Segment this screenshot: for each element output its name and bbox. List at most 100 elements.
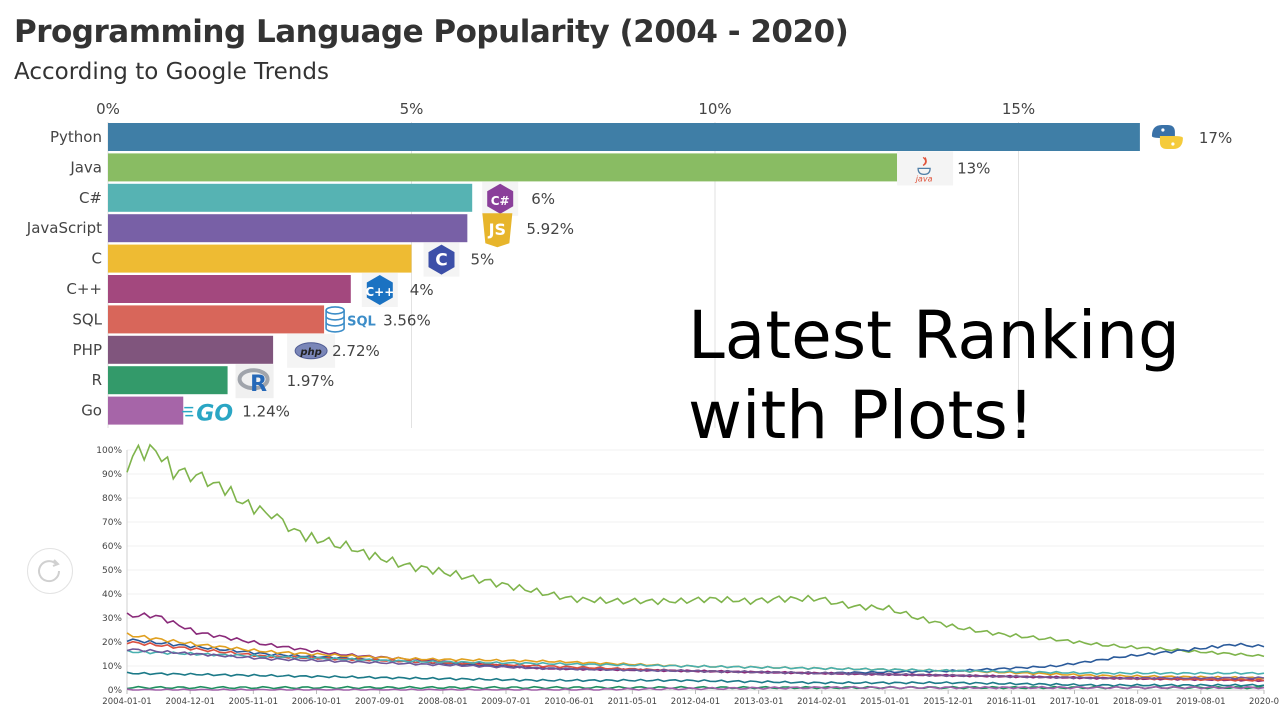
bar-row-c: C# C# 6% bbox=[79, 181, 555, 216]
category-label: SQL bbox=[72, 310, 102, 328]
c-logo-icon: C bbox=[423, 242, 460, 277]
category-label: PHP bbox=[73, 341, 102, 359]
x-tick-label: 2006-10-01 bbox=[292, 697, 341, 707]
x-tick-label: 2020-0 bbox=[1249, 697, 1279, 707]
replay-button[interactable] bbox=[27, 548, 73, 594]
cpp-logo-icon: C++ bbox=[361, 273, 398, 307]
x-tick-label: 2016-11-01 bbox=[987, 697, 1036, 707]
x-tick-label: 2017-10-01 bbox=[1050, 697, 1099, 707]
y-tick-label: 60% bbox=[102, 542, 122, 552]
x-tick-label: 0% bbox=[96, 100, 120, 118]
category-label: Python bbox=[50, 128, 102, 146]
bar-row-python: Python 17% bbox=[50, 123, 1232, 151]
r-text: R bbox=[250, 372, 267, 397]
bar bbox=[108, 275, 351, 303]
bar bbox=[108, 396, 184, 425]
y-tick-label: 100% bbox=[96, 446, 122, 456]
bar bbox=[108, 244, 412, 273]
x-tick-label: 2011-05-01 bbox=[608, 697, 657, 707]
sql-logo-icon: SQL bbox=[325, 306, 376, 333]
x-tick-label: 2009-07-01 bbox=[481, 697, 530, 707]
x-tick-label: 5% bbox=[400, 100, 424, 118]
series-line-6 bbox=[126, 648, 1265, 680]
y-tick-label: 80% bbox=[102, 494, 122, 504]
value-label: 1.97% bbox=[287, 372, 335, 390]
x-tick-label: 2015-01-01 bbox=[860, 697, 909, 707]
js-text: JS bbox=[488, 220, 506, 239]
javascript-logo-icon: JS bbox=[482, 213, 513, 248]
x-tick-label: 2012-04-01 bbox=[671, 697, 720, 707]
value-label: 4% bbox=[410, 281, 434, 299]
category-label: JavaScript bbox=[26, 219, 102, 237]
y-tick-label: 90% bbox=[102, 470, 122, 480]
value-label: 13% bbox=[957, 159, 990, 177]
sql-text: SQL bbox=[347, 314, 376, 329]
page-subtitle: According to Google Trends bbox=[14, 59, 329, 85]
x-tick-label: 2018-09-01 bbox=[1113, 697, 1162, 707]
x-tick-label: 10% bbox=[698, 100, 731, 118]
bar-row-go: Go GO 1.24% bbox=[81, 396, 290, 427]
bar-row-c: C C 5% bbox=[92, 242, 494, 277]
bar-row-c: C++ C++ 4% bbox=[66, 273, 434, 307]
value-label: 3.56% bbox=[383, 311, 431, 329]
go-text: GO bbox=[196, 402, 233, 427]
bar bbox=[108, 366, 228, 395]
bar-row-php: PHP php 2.72% bbox=[73, 333, 380, 368]
x-tick-label: 2008-08-01 bbox=[418, 697, 467, 707]
go-speed-lines bbox=[182, 406, 194, 417]
x-tick-label: 2010-06-01 bbox=[544, 697, 593, 707]
y-tick-label: 40% bbox=[102, 590, 122, 600]
series-line-0 bbox=[126, 443, 1265, 658]
php-ellipse bbox=[294, 342, 328, 360]
x-tick-label: 2015-12-01 bbox=[923, 697, 972, 707]
category-label: C++ bbox=[66, 280, 102, 298]
overlay-line-2: with Plots! bbox=[688, 377, 1035, 454]
series-line-9 bbox=[126, 685, 1265, 691]
x-tick-label: 2014-02-01 bbox=[797, 697, 846, 707]
csharp-text: C# bbox=[491, 194, 510, 208]
java-logo-icon: java bbox=[897, 151, 954, 186]
python-eye bbox=[1161, 128, 1165, 132]
bar-row-javascript: JavaScript JS 5.92% bbox=[26, 213, 574, 248]
bar-row-sql: SQL SQL 3.56% bbox=[72, 305, 431, 334]
value-label: 5.92% bbox=[526, 220, 574, 238]
csharp-logo-icon: C# bbox=[482, 181, 519, 216]
y-tick-label: 50% bbox=[102, 566, 122, 576]
c-text: C bbox=[435, 251, 447, 271]
bar bbox=[108, 305, 325, 334]
db-top bbox=[325, 306, 345, 315]
y-tick-label: 0% bbox=[108, 686, 123, 696]
c-hexagon bbox=[428, 244, 455, 275]
db-rings bbox=[325, 316, 345, 327]
overlay-caption: Latest Ranking with Plots! bbox=[688, 296, 1180, 456]
x-tick-label: 2004-12-01 bbox=[165, 697, 214, 707]
bar bbox=[108, 214, 468, 243]
overlay-line-1: Latest Ranking bbox=[688, 297, 1180, 374]
bar-row-java: Java java 13% bbox=[69, 151, 990, 186]
go-logo-icon: GO bbox=[182, 402, 233, 427]
x-tick-label: 15% bbox=[1002, 100, 1035, 118]
php-text: php bbox=[299, 347, 321, 358]
java-logo-text: java bbox=[915, 174, 933, 183]
php-logo-icon: php bbox=[287, 333, 336, 368]
bar bbox=[108, 123, 1140, 151]
python-snake-yellow bbox=[1159, 136, 1183, 149]
value-label: 17% bbox=[1199, 129, 1232, 147]
python-logo-icon bbox=[1151, 125, 1183, 149]
bar-row-r: R R 1.97% bbox=[92, 364, 335, 399]
y-tick-label: 20% bbox=[102, 638, 122, 648]
value-label: 2.72% bbox=[332, 342, 380, 360]
db-body bbox=[325, 310, 345, 333]
category-label: R bbox=[92, 371, 102, 389]
java-steam bbox=[922, 156, 927, 166]
x-tick-label: 2013-03-01 bbox=[734, 697, 783, 707]
bar bbox=[108, 183, 473, 212]
value-label: 1.24% bbox=[242, 403, 290, 421]
r-ring bbox=[237, 368, 270, 391]
y-tick-label: 70% bbox=[102, 518, 122, 528]
category-label: Java bbox=[69, 158, 102, 176]
bar bbox=[108, 153, 898, 182]
java-cup bbox=[917, 167, 931, 176]
series-line-7 bbox=[126, 671, 1265, 688]
category-label: C# bbox=[79, 189, 102, 207]
